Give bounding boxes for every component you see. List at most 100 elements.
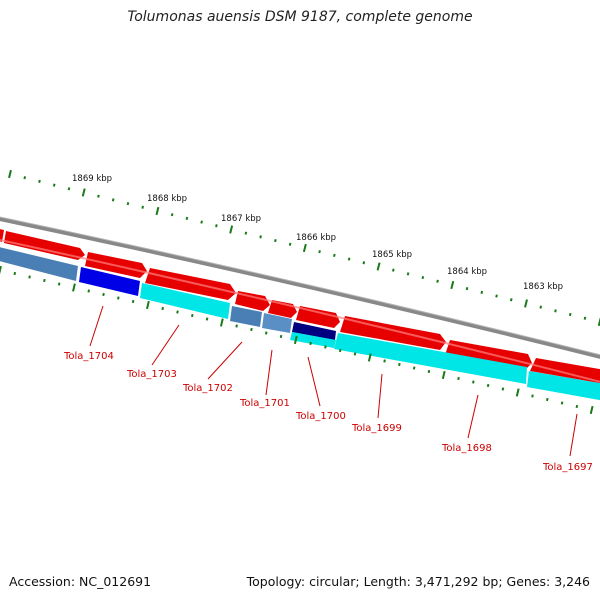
- minor-tick: [465, 287, 469, 291]
- cds-arrow: [268, 300, 297, 318]
- cds-arrow: [235, 291, 270, 311]
- minor-tick: [244, 231, 248, 235]
- reverse-strand-track: [0, 247, 600, 401]
- minor-tick: [190, 313, 194, 318]
- minor-tick: [486, 383, 490, 388]
- cds-block: [290, 332, 336, 348]
- minor-tick: [324, 345, 327, 349]
- minor-tick: [383, 359, 386, 363]
- genome-summary-text: Topology: circular; Length: 3,471,292 bp…: [246, 574, 590, 589]
- gene-label-leaders: [89, 305, 578, 457]
- minor-tick: [200, 220, 203, 224]
- gene-label: Tola_1703: [126, 369, 177, 380]
- minor-tick: [259, 235, 262, 239]
- gene-label: Tola_1704: [63, 351, 114, 362]
- minor-tick: [457, 376, 460, 381]
- minor-tick: [111, 198, 115, 202]
- major-tick: [302, 243, 307, 253]
- minor-tick: [250, 327, 253, 332]
- minor-tick: [205, 317, 209, 321]
- cds-block: [334, 333, 527, 384]
- major-tick: [515, 388, 520, 397]
- minor-tick: [398, 362, 401, 367]
- minor-tick: [412, 366, 416, 370]
- major-tick: [81, 188, 86, 197]
- scale-labels: 1869 kbp 1868 kbp 1867 kbp 1866 kbp 1865…: [72, 174, 563, 292]
- scale-label: 1869 kbp: [72, 174, 112, 184]
- leader-line: [377, 373, 383, 419]
- minor-tick: [13, 271, 17, 276]
- minor-tick: [215, 224, 218, 228]
- minor-tick: [264, 331, 268, 335]
- leader-line: [207, 341, 243, 380]
- minor-tick: [338, 348, 342, 353]
- minor-tick: [131, 299, 135, 304]
- gene-label: Tola_1700: [295, 411, 346, 422]
- cds-block-highlight: [79, 267, 140, 296]
- major-tick: [450, 280, 455, 290]
- cds-block: [527, 371, 600, 401]
- minor-tick: [545, 397, 549, 402]
- minor-tick: [554, 309, 557, 313]
- minor-tick: [427, 369, 431, 374]
- major-tick: [155, 206, 160, 216]
- cds-arrow: [4, 231, 85, 260]
- gene-label: Tola_1701: [239, 398, 290, 409]
- major-tick: [146, 300, 150, 310]
- minor-tick: [362, 261, 366, 265]
- minor-tick: [126, 201, 130, 206]
- leader-line: [151, 324, 180, 366]
- minor-tick: [531, 394, 534, 398]
- minor-tick: [568, 312, 572, 317]
- scale-label: 1863 kbp: [523, 282, 563, 292]
- cds-block: [140, 283, 230, 319]
- gene-label: Tola_1698: [441, 443, 492, 454]
- accession-text: Accession: NC_012691: [9, 574, 152, 589]
- cds-block-highlight: [292, 322, 336, 340]
- map-title: Tolumonas auensis DSM 9187, complete gen…: [127, 9, 473, 25]
- cds-arrow: [0, 229, 4, 242]
- major-tick: [8, 169, 12, 179]
- minor-tick: [52, 183, 56, 187]
- minor-tick: [67, 187, 71, 191]
- major-tick: [441, 370, 446, 380]
- minor-tick: [318, 250, 321, 254]
- scale-label: 1867 kbp: [221, 214, 261, 224]
- gene-label: Tola_1702: [182, 383, 233, 394]
- major-tick: [293, 335, 298, 345]
- gene-labels: Tola_1704 Tola_1703 Tola_1702 Tola_1701 …: [63, 351, 593, 473]
- minor-tick: [495, 294, 498, 298]
- outer-scale-ticks: [8, 169, 600, 327]
- minor-tick: [97, 194, 100, 198]
- minor-tick: [309, 341, 312, 346]
- minor-tick: [583, 316, 587, 320]
- minor-tick: [279, 334, 283, 339]
- minor-tick: [43, 278, 46, 283]
- scale-label: 1864 kbp: [447, 267, 487, 277]
- minor-tick: [102, 292, 105, 297]
- minor-tick: [117, 296, 120, 300]
- major-tick: [72, 283, 76, 292]
- minor-tick: [436, 279, 439, 283]
- cds-arrow: [145, 268, 236, 300]
- forward-strand-track: [0, 229, 600, 384]
- leader-line: [89, 305, 104, 347]
- major-tick: [219, 318, 224, 327]
- major-tick: [376, 262, 381, 271]
- minor-tick: [274, 238, 277, 243]
- minor-tick: [406, 272, 410, 276]
- minor-tick: [235, 324, 238, 328]
- minor-tick: [575, 404, 579, 409]
- minor-tick: [176, 310, 179, 314]
- minor-tick: [353, 352, 357, 356]
- minor-tick: [87, 289, 91, 293]
- gene-label: Tola_1699: [351, 423, 402, 434]
- leader-line: [265, 349, 273, 396]
- minor-tick: [28, 275, 31, 279]
- minor-tick: [185, 216, 189, 220]
- minor-tick: [170, 213, 174, 217]
- minor-tick: [472, 380, 475, 384]
- gene-label: Tola_1697: [542, 462, 593, 473]
- genome-backbone: [0, 217, 600, 359]
